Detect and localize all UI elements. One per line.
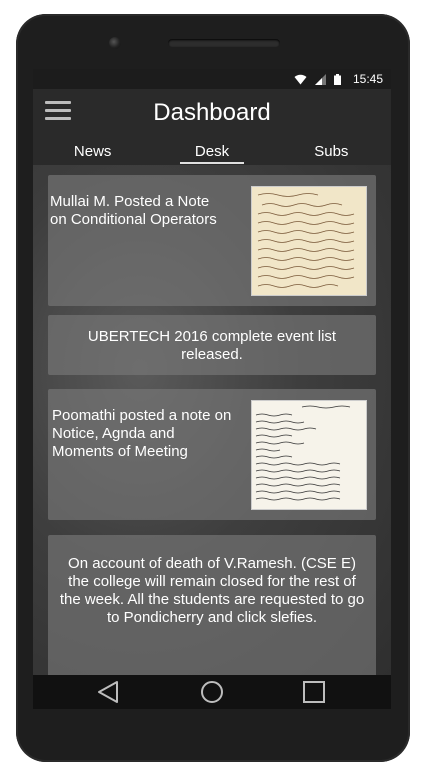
tab-desk[interactable]: Desk bbox=[152, 139, 271, 165]
status-time: 15:45 bbox=[352, 72, 383, 86]
status-bar: 15:45 bbox=[33, 69, 391, 89]
home-icon[interactable] bbox=[199, 679, 225, 705]
recents-icon[interactable] bbox=[301, 679, 327, 705]
tab-bar: News Desk Subs bbox=[33, 139, 391, 165]
phone-frame: 15:45 Dashboard News Desk Subs Mullai M.… bbox=[16, 14, 410, 762]
feed-card-text: UBERTECH 2016 complete event list releas… bbox=[87, 328, 337, 363]
tab-subs[interactable]: Subs bbox=[314, 143, 349, 160]
hamburger-menu-icon[interactable] bbox=[45, 101, 71, 121]
feed-card-note[interactable]: Mullai M. Posted a Note on Conditional O… bbox=[48, 175, 376, 306]
cell-signal-icon bbox=[314, 73, 326, 85]
front-camera bbox=[109, 37, 121, 49]
feed-list[interactable]: Mullai M. Posted a Note on Conditional O… bbox=[33, 165, 391, 675]
battery-icon bbox=[333, 73, 341, 85]
back-icon[interactable] bbox=[95, 679, 121, 705]
system-nav-bar bbox=[33, 675, 391, 709]
feed-card-note[interactable]: Poomathi posted a note on Notice, Agnda … bbox=[48, 389, 376, 520]
wifi-icon bbox=[294, 74, 307, 84]
feed-card-text: Mullai M. Posted a Note on Conditional O… bbox=[50, 193, 217, 228]
screen: 15:45 Dashboard News Desk Subs Mullai M.… bbox=[33, 69, 391, 709]
feed-card-announcement[interactable]: On account of death of V.Ramesh. (CSE E)… bbox=[48, 535, 376, 675]
note-thumbnail-image[interactable] bbox=[251, 400, 367, 510]
feed-card-announcement[interactable]: UBERTECH 2016 complete event list releas… bbox=[48, 315, 376, 375]
note-thumbnail-image[interactable] bbox=[251, 186, 367, 296]
feed-card-text: Poomathi posted a note on Notice, Agnda … bbox=[52, 407, 232, 460]
earpiece-speaker bbox=[168, 39, 280, 47]
feed-card-text: On account of death of V.Ramesh. (CSE E)… bbox=[59, 555, 365, 626]
app-bar: Dashboard bbox=[33, 89, 391, 139]
tab-news[interactable]: News bbox=[73, 143, 112, 160]
page-title: Dashboard bbox=[153, 99, 271, 126]
